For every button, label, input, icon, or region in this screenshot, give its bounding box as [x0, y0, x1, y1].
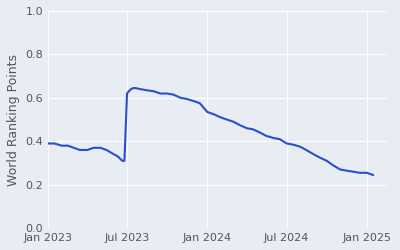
- Y-axis label: World Ranking Points: World Ranking Points: [7, 54, 20, 186]
